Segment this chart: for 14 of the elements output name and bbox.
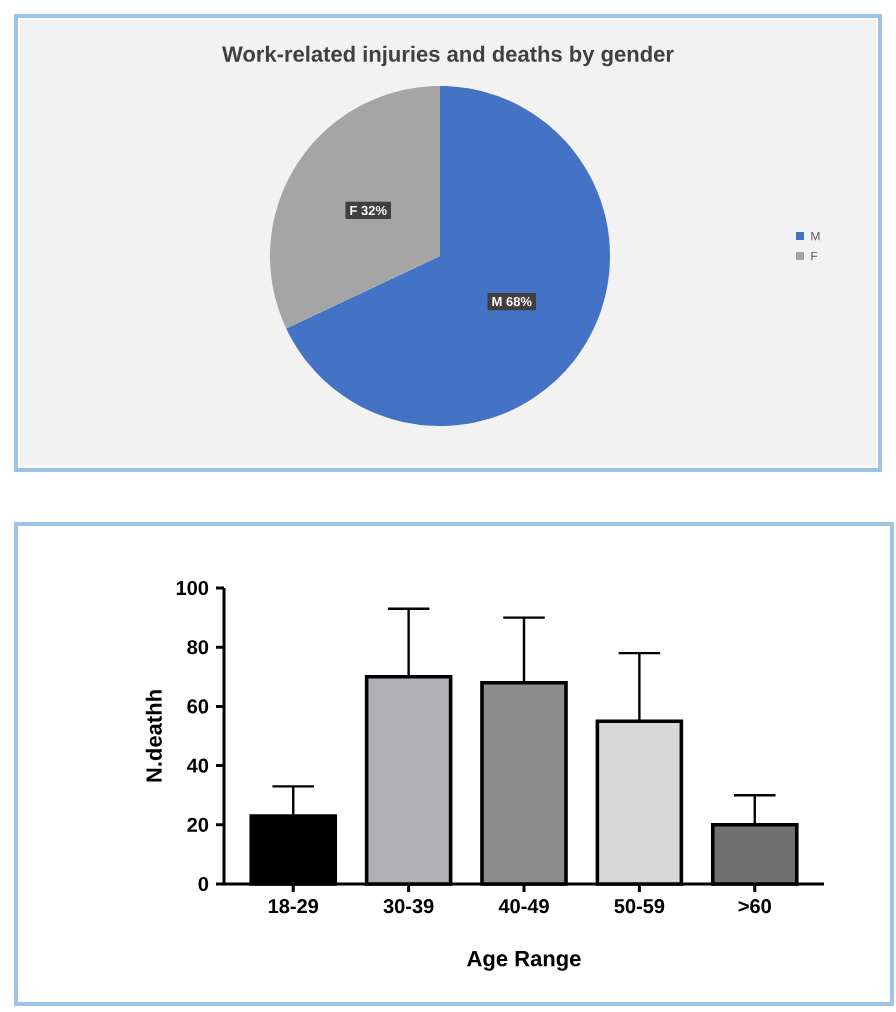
x-tick-label: 40-49	[498, 899, 549, 914]
chart-title: Work-related injuries and deaths by gender	[222, 45, 674, 67]
y-tick-label: 40	[187, 758, 209, 773]
x-tick-label: 30-39	[383, 899, 434, 914]
x-tick-label: 18-29	[268, 899, 319, 914]
y-axis-title: N.deathh	[145, 690, 162, 782]
y-tick-label: 0	[198, 876, 209, 892]
y-tick-label: 80	[187, 640, 209, 655]
y-tick-label: 100	[176, 580, 209, 596]
x-axis-title: Age Range	[467, 951, 581, 971]
x-tick-label: 50-59	[614, 899, 665, 914]
y-tick-label: 60	[187, 699, 209, 714]
x-tick-label: >60	[738, 899, 771, 914]
y-tick-label: 20	[187, 817, 209, 832]
